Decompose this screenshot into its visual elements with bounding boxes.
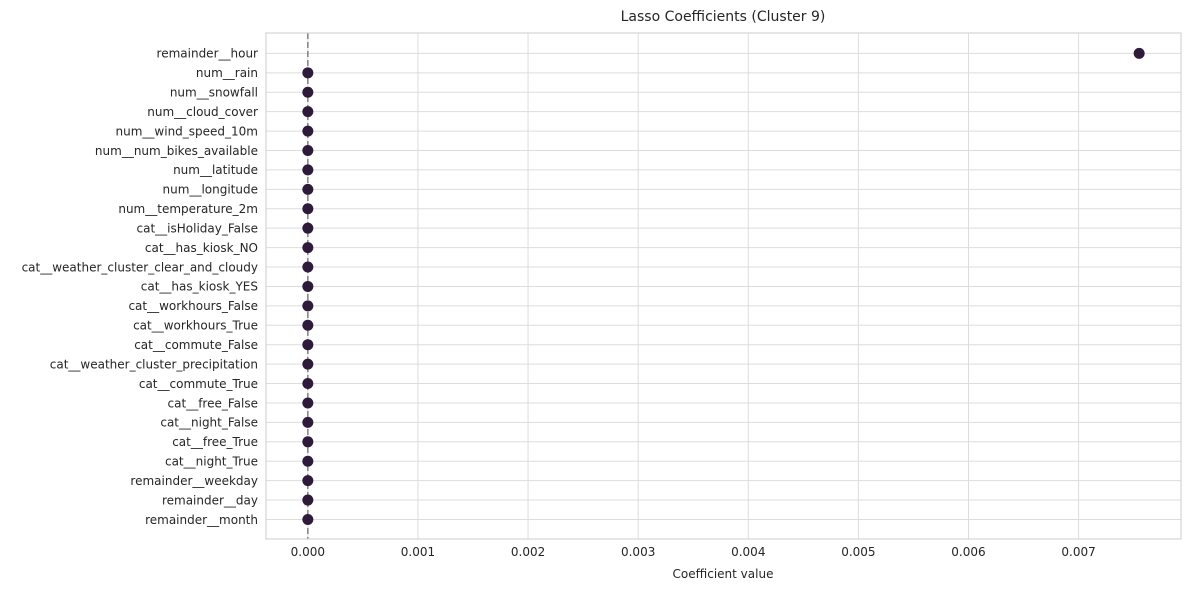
coefficient-point [302, 203, 314, 215]
feature-label: cat__commute_True [139, 377, 258, 391]
feature-label: remainder__month [145, 513, 258, 527]
coefficient-point [302, 183, 314, 195]
coefficient-point [302, 339, 314, 351]
feature-label: remainder__weekday [130, 474, 258, 488]
coefficient-point [302, 494, 314, 506]
feature-labels: remainder__hour num__rain num__snowfallnum… [22, 47, 258, 527]
feature-label: cat__isHoliday_False [137, 221, 258, 235]
feature-label: num__temperature_2m [118, 202, 258, 216]
coefficient-point [302, 242, 314, 254]
coefficient-point [302, 67, 314, 79]
x-tick-label: 0.004 [731, 545, 765, 559]
feature-label: cat__weather_cluster_clear_and_cloudy [22, 260, 258, 274]
feature-label: cat__workhours_False [128, 299, 258, 313]
feature-label: cat__free_True [172, 435, 258, 449]
coefficient-point [302, 145, 314, 156]
feature-label: cat__has_kiosk_YES [141, 280, 258, 294]
plot-frame [265, 32, 1182, 540]
coefficient-point [302, 319, 314, 331]
feature-label: cat__weather_cluster_precipitation [50, 357, 258, 371]
feature-label: num__wind_speed_10m [116, 124, 258, 138]
x-tick-label: 0.006 [951, 545, 985, 559]
feature-label: num__num_bikes_available [95, 144, 258, 158]
feature-label: num__cloud_cover [147, 105, 258, 119]
feature-label: num__longitude [163, 183, 258, 197]
x-tick-label: 0.007 [1061, 545, 1095, 559]
coefficient-point [302, 416, 314, 428]
coefficient-point [302, 280, 314, 292]
coefficient-point [302, 164, 314, 176]
x-tick-label: 0.005 [841, 545, 875, 559]
x-tick-label: 0.003 [621, 545, 655, 559]
coefficient-point [302, 261, 314, 273]
coefficient-point [302, 475, 314, 487]
coefficient-point [302, 397, 314, 409]
x-tick-labels: 0.000 0.001 0.002 0.003 0.004 0.005 0.006 0.007 [291, 545, 1096, 559]
feature-label: num__rain [196, 66, 258, 80]
feature-label: cat__workhours_True [133, 319, 258, 333]
feature-label: num__latitude [173, 163, 258, 177]
coefficient-point [302, 436, 314, 448]
feature-label: cat__night_True [165, 455, 258, 469]
coefficient-point [302, 358, 314, 370]
feature-label: cat__commute_False [134, 338, 258, 352]
x-tick-label: 0.000 [291, 545, 325, 559]
feature-label: remainder__hour [157, 47, 259, 61]
coefficient-point [302, 222, 314, 234]
coefficient-point [302, 125, 314, 137]
x-tick-label: 0.001 [401, 545, 435, 559]
coefficient-point [1133, 47, 1145, 59]
coefficient-point [302, 455, 314, 467]
y-grid [266, 52, 1181, 520]
feature-label: cat__has_kiosk_NO [145, 241, 258, 255]
x-axis-label: Coefficient value [673, 567, 774, 581]
coefficient-point [302, 300, 314, 312]
coefficient-point [302, 378, 314, 390]
feature-label: cat__night_False [160, 416, 258, 430]
coefficient-point [302, 106, 314, 118]
feature-label: cat__free_False [168, 396, 258, 410]
feature-label: num__snowfall [170, 86, 258, 100]
chart-title: Lasso Coefficients (Cluster 9) [621, 9, 826, 25]
feature-label: remainder__day [162, 493, 258, 507]
coefficient-points [302, 47, 1145, 525]
coefficient-point [302, 513, 314, 525]
x-tick-label: 0.002 [511, 545, 545, 559]
coefficient-point [302, 86, 314, 98]
